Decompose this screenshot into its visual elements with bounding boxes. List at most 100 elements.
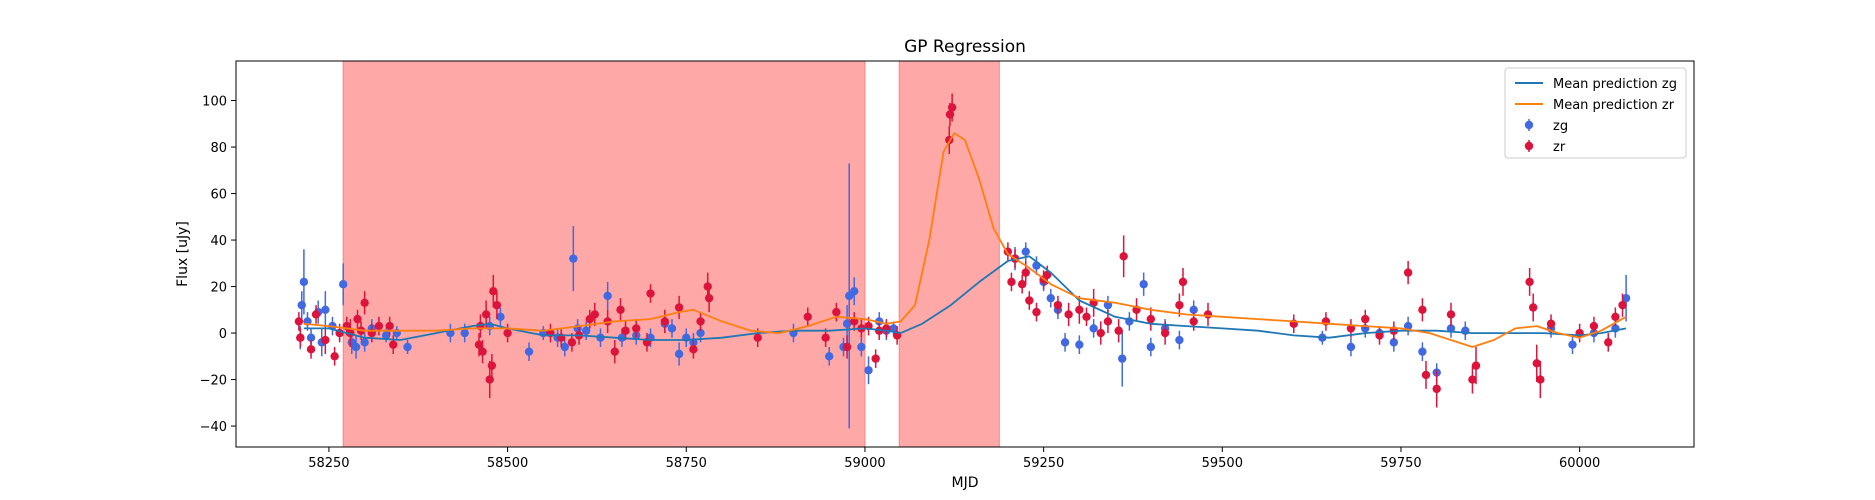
x-tick-label: 58750 [666, 456, 707, 471]
data-point [1025, 296, 1034, 305]
data-point [1361, 314, 1370, 324]
x-tick-label: 59250 [1023, 456, 1064, 471]
data-point [496, 312, 505, 321]
data-point [1053, 300, 1063, 310]
data-point [1446, 324, 1456, 333]
data-point [460, 328, 469, 338]
x-tick-label: 58500 [487, 456, 528, 471]
data-point [1103, 317, 1113, 326]
data-point [850, 317, 859, 326]
data-point [753, 333, 762, 342]
data-point [842, 319, 852, 328]
data-point [297, 300, 306, 310]
data-point [704, 293, 714, 303]
data-point [485, 375, 494, 384]
data-point [616, 305, 625, 315]
data-point [1189, 305, 1198, 315]
data-point [821, 333, 830, 342]
data-point [1160, 328, 1170, 338]
data-point [610, 347, 619, 356]
legend-box [1504, 67, 1687, 159]
legend-label: zg [1553, 119, 1568, 134]
data-point [1118, 354, 1127, 363]
x-tick-label: 59500 [1202, 456, 1243, 471]
x-tick-label: 59750 [1380, 456, 1421, 471]
data-point [1403, 321, 1413, 331]
data-point [294, 317, 304, 326]
data-point [360, 338, 369, 347]
data-point [1042, 270, 1052, 280]
data-point [306, 333, 316, 342]
data-point [832, 307, 841, 317]
data-point [351, 342, 361, 352]
data-point [330, 352, 339, 361]
axes-frame [235, 60, 1695, 448]
data-point [353, 314, 362, 324]
data-point [1589, 321, 1599, 331]
legend: Mean prediction zg Mean prediction zr zg zr [1504, 67, 1687, 159]
data-point [489, 287, 498, 296]
data-point [560, 342, 569, 352]
series-zr [294, 93, 1627, 408]
legend-point-marker [1524, 141, 1534, 151]
y-tick-label: 0 [219, 327, 227, 342]
data-point [1089, 324, 1098, 333]
data-point [1546, 319, 1556, 328]
data-point [1032, 307, 1041, 317]
y-tick-label: 40 [210, 234, 227, 249]
data-point [667, 324, 677, 333]
data-point [1178, 277, 1188, 287]
data-point [871, 354, 880, 363]
data-point [689, 345, 698, 354]
data-point [603, 291, 612, 301]
data-point [1139, 280, 1148, 289]
data-point [1075, 305, 1084, 315]
data-point [481, 310, 491, 319]
data-point [1468, 375, 1477, 384]
chart-title: GP Regression [904, 37, 1026, 57]
y-axis: −40 −20 0 20 40 60 80 100 [200, 95, 236, 435]
data-point [1103, 300, 1113, 310]
data-point [590, 310, 599, 319]
data-point [1568, 340, 1577, 349]
data-point [1471, 361, 1481, 370]
legend-label: Mean prediction zg [1553, 77, 1677, 92]
data-point [492, 300, 502, 310]
data-point [381, 331, 391, 340]
shaded-regions [342, 60, 1000, 448]
data-point [696, 317, 705, 326]
data-point [1119, 252, 1128, 261]
data-point [524, 347, 534, 356]
data-point [1175, 335, 1184, 345]
data-point [1021, 247, 1030, 256]
data-point [296, 333, 305, 342]
data-point [503, 328, 512, 338]
data-point [339, 280, 348, 289]
data-point [1203, 310, 1213, 319]
data-point [1346, 342, 1356, 352]
data-point [1418, 347, 1427, 356]
data-point [632, 324, 641, 333]
x-tick-label: 58250 [308, 456, 349, 471]
data-point [582, 326, 591, 335]
data-point [1525, 277, 1534, 287]
data-point [889, 324, 898, 333]
data-point [1082, 312, 1091, 321]
data-point [403, 342, 412, 352]
y-tick-label: 20 [210, 281, 227, 296]
data-point [1621, 293, 1631, 303]
data-point [646, 289, 655, 298]
data-point [864, 366, 873, 375]
data-point [674, 349, 684, 359]
data-point [803, 312, 812, 321]
data-point [487, 361, 497, 370]
data-point [1060, 338, 1070, 347]
shaded-region [342, 60, 866, 448]
data-point [674, 303, 684, 312]
data-point [306, 345, 316, 354]
x-axis: 58250 58500 58750 59000 59250 59500 59750 60000 [308, 447, 1600, 471]
data-point [1146, 342, 1156, 352]
data-point [1375, 331, 1384, 340]
data-point [1618, 300, 1627, 310]
